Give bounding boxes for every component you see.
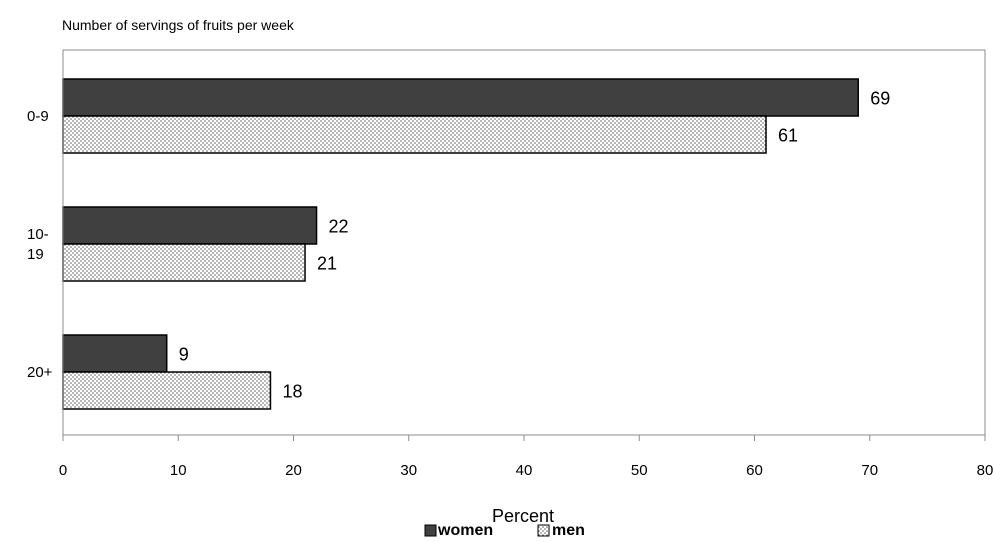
bar-men-20+ [62,371,272,410]
bar-women-20+ [62,334,168,373]
data-labels-layer: 69 61 22 21 9 18 [179,89,891,402]
legend-label-women: women [437,522,493,539]
x-tick-label-50: 50 [631,462,648,479]
category-label-10-19-line-2: 19 [27,246,44,263]
x-axis-title: Percent [492,506,554,526]
x-tick-label-10: 10 [170,462,187,479]
x-tick-label-80: 80 [977,462,993,479]
x-axis: 0 10 20 30 40 50 60 70 80 [59,50,993,479]
data-label-women-0-9: 69 [870,89,890,109]
x-tick-label-60: 60 [746,462,763,479]
data-label-men-10-19: 21 [317,254,337,274]
bar-men-0-9 [62,115,767,154]
x-tick-label-0: 0 [59,462,67,479]
x-tick-label-20: 20 [285,462,302,479]
data-label-men-20+: 18 [282,382,302,402]
data-label-women-20+: 9 [179,345,189,365]
x-tick-label-70: 70 [861,462,878,479]
category-label-10-19-line-1: 10- [27,226,49,243]
x-tick-label-30: 30 [400,462,417,479]
legend-label-men: men [552,522,585,539]
x-tick-label-40: 40 [516,462,533,479]
legend: women men [424,522,585,539]
legend-swatch-women [424,524,437,537]
chart-title: Number of servings of fruits per week [62,17,295,33]
data-label-women-10-19: 22 [329,217,349,237]
category-label-0-9: 0-9 [27,108,49,125]
bar-women-0-9 [62,78,859,117]
bar-women-10-19 [62,206,318,245]
category-label-20+: 20+ [27,364,53,381]
bars-layer [62,78,859,410]
bar-men-10-19 [62,243,306,282]
data-label-men-0-9: 61 [778,126,798,146]
legend-swatch-men [537,524,550,537]
y-axis-categories: 0-9 10- 19 20+ [27,108,53,381]
